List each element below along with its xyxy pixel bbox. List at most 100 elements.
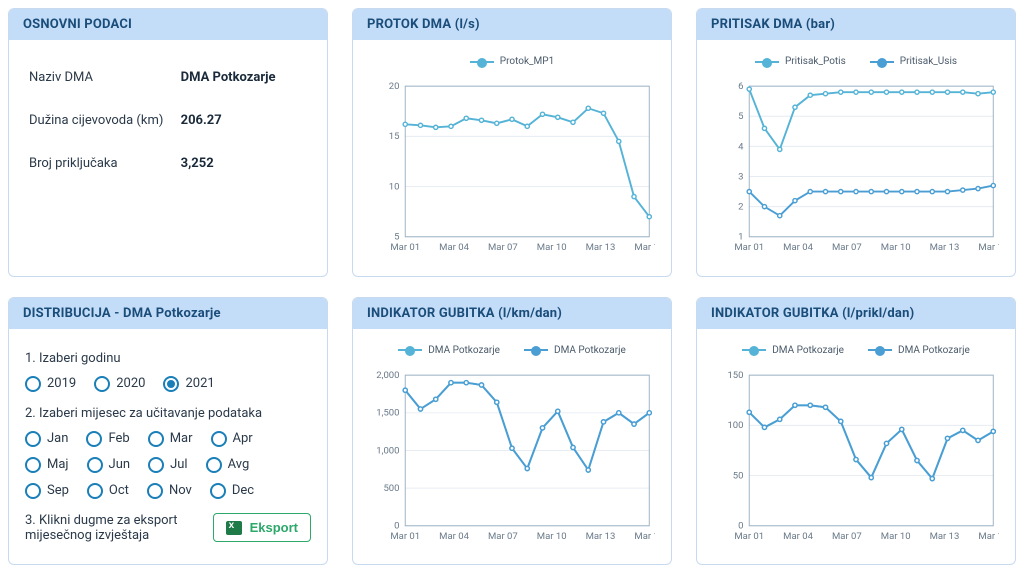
svg-text:Mar 16: Mar 16 bbox=[978, 531, 999, 542]
svg-text:Mar 07: Mar 07 bbox=[488, 242, 518, 253]
svg-text:Mar 10: Mar 10 bbox=[881, 531, 911, 542]
svg-text:2: 2 bbox=[738, 202, 743, 213]
radio-label: Jul bbox=[170, 457, 188, 472]
svg-text:Mar 10: Mar 10 bbox=[537, 242, 567, 253]
month-radio-feb[interactable]: Feb bbox=[86, 431, 129, 447]
chart-legend: DMA PotkozarjeDMA Potkozarje bbox=[713, 345, 999, 356]
export-button[interactable]: Eksport bbox=[213, 513, 311, 542]
radio-icon bbox=[25, 376, 41, 392]
svg-text:Mar 16: Mar 16 bbox=[634, 531, 655, 542]
kv-label: Naziv DMA bbox=[29, 70, 181, 85]
legend-label: DMA Potkozarje bbox=[428, 345, 500, 356]
chart-gubitak-km: DMA PotkozarjeDMA Potkozarje05001,0001,5… bbox=[353, 329, 671, 565]
step3-label: 3. Klikni dugme za eksport mijesečnog iz… bbox=[25, 513, 201, 543]
radio-icon bbox=[86, 431, 102, 447]
radio-icon bbox=[163, 376, 179, 392]
kv-value: 3,252 bbox=[181, 156, 307, 171]
svg-text:100: 100 bbox=[727, 420, 743, 431]
chart-pritisak: Pritisak_PotisPritisak_Usis123456Mar 01M… bbox=[697, 40, 1015, 276]
svg-text:5: 5 bbox=[738, 111, 743, 122]
legend-swatch-icon bbox=[742, 349, 766, 351]
svg-text:6: 6 bbox=[738, 81, 743, 92]
legend-label: DMA Potkozarje bbox=[554, 345, 626, 356]
chart-svg: 05001,0001,5002,000Mar 01Mar 04Mar 07Mar… bbox=[369, 358, 655, 549]
svg-text:Mar 04: Mar 04 bbox=[439, 531, 469, 542]
panel-title-distribution: DISTRIBUCIJA - DMA Potkozarje bbox=[9, 298, 327, 329]
kv-row: Naziv DMADMA Potkozarje bbox=[25, 56, 311, 99]
svg-text:10: 10 bbox=[389, 181, 400, 192]
radio-icon bbox=[94, 376, 110, 392]
chart-series-line bbox=[749, 89, 993, 149]
panel-protok: PROTOK DMA (l/s) Protok_MP15101520Mar 01… bbox=[352, 8, 672, 277]
chart-legend: Protok_MP1 bbox=[369, 56, 655, 67]
legend-item: DMA Potkozarje bbox=[868, 345, 970, 356]
legend-swatch-icon bbox=[524, 349, 548, 351]
svg-text:Mar 01: Mar 01 bbox=[390, 242, 420, 253]
year-radio-2019[interactable]: 2019 bbox=[25, 376, 76, 392]
kv-label: Broj priključaka bbox=[29, 156, 181, 171]
month-radio-mar[interactable]: Mar bbox=[148, 431, 193, 447]
chart-series-line bbox=[749, 405, 993, 478]
svg-text:4: 4 bbox=[738, 141, 744, 152]
year-radio-2021[interactable]: 2021 bbox=[163, 376, 214, 392]
month-radio-nov[interactable]: Nov bbox=[147, 483, 192, 499]
radio-icon bbox=[87, 457, 103, 473]
dashboard-grid: OSNOVNI PODACI Naziv DMADMA PotkozarjeDu… bbox=[8, 8, 1016, 565]
radio-label: Maj bbox=[47, 457, 69, 472]
month-radio-oct[interactable]: Oct bbox=[87, 483, 129, 499]
radio-label: 2019 bbox=[47, 376, 76, 391]
excel-icon bbox=[226, 521, 242, 535]
chart-series-line bbox=[405, 382, 649, 469]
svg-text:Mar 16: Mar 16 bbox=[978, 242, 999, 253]
kv-row: Broj priključaka3,252 bbox=[25, 142, 311, 185]
year-radio-2020[interactable]: 2020 bbox=[94, 376, 145, 392]
svg-text:5: 5 bbox=[394, 232, 399, 243]
svg-text:Mar 13: Mar 13 bbox=[930, 531, 960, 542]
svg-text:1,500: 1,500 bbox=[376, 407, 399, 418]
svg-text:Mar 16: Mar 16 bbox=[634, 242, 655, 253]
legend-item: Pritisak_Potis bbox=[755, 56, 846, 67]
panel-title-pritisak: PRITISAK DMA (bar) bbox=[697, 9, 1015, 40]
legend-item: Protok_MP1 bbox=[470, 56, 554, 67]
panel-body-basic: Naziv DMADMA PotkozarjeDužina cijevovoda… bbox=[9, 40, 327, 276]
radio-label: Mar bbox=[170, 431, 193, 446]
step2-label: 2. Izaberi mijesec za učitavanje podatak… bbox=[25, 406, 311, 421]
chart-legend: Pritisak_PotisPritisak_Usis bbox=[713, 56, 999, 67]
chart-svg: 050100150Mar 01Mar 04Mar 07Mar 10Mar 13M… bbox=[713, 358, 999, 549]
kv-row: Dužina cijevovoda (km)206.27 bbox=[25, 99, 311, 142]
chart-series-line bbox=[405, 382, 649, 469]
svg-text:Mar 01: Mar 01 bbox=[734, 531, 764, 542]
svg-text:Mar 04: Mar 04 bbox=[783, 531, 813, 542]
svg-text:Mar 13: Mar 13 bbox=[586, 242, 616, 253]
legend-item: DMA Potkozarje bbox=[398, 345, 500, 356]
radio-label: 2021 bbox=[185, 376, 214, 391]
legend-swatch-icon bbox=[868, 349, 892, 351]
month-radio-jun[interactable]: Jun bbox=[87, 457, 131, 473]
svg-text:1,000: 1,000 bbox=[376, 445, 399, 456]
panel-gubitak-km: INDIKATOR GUBITKA (l/km/dan) DMA Potkoza… bbox=[352, 297, 672, 566]
panel-basic-data: OSNOVNI PODACI Naziv DMADMA PotkozarjeDu… bbox=[8, 8, 328, 277]
month-radio-maj[interactable]: Maj bbox=[25, 457, 69, 473]
chart-series-line bbox=[749, 405, 993, 478]
svg-text:20: 20 bbox=[389, 81, 400, 92]
svg-text:3: 3 bbox=[738, 171, 743, 182]
svg-text:2,000: 2,000 bbox=[376, 370, 399, 381]
svg-text:500: 500 bbox=[383, 483, 399, 494]
svg-text:Mar 13: Mar 13 bbox=[930, 242, 960, 253]
svg-text:50: 50 bbox=[733, 470, 744, 481]
radio-label: Jun bbox=[109, 457, 131, 472]
radio-icon bbox=[148, 457, 164, 473]
legend-swatch-icon bbox=[870, 61, 894, 63]
month-radio-jan[interactable]: Jan bbox=[25, 431, 68, 447]
month-radio-apr[interactable]: Apr bbox=[211, 431, 253, 447]
radio-icon bbox=[87, 483, 103, 499]
panel-gubitak-prikl: INDIKATOR GUBITKA (l/prikl/dan) DMA Potk… bbox=[696, 297, 1016, 566]
radio-icon bbox=[210, 483, 226, 499]
month-radio-dec[interactable]: Dec bbox=[210, 483, 254, 499]
month-radio-jul[interactable]: Jul bbox=[148, 457, 188, 473]
month-radio-sep[interactable]: Sep bbox=[25, 483, 69, 499]
svg-text:Mar 07: Mar 07 bbox=[832, 242, 862, 253]
radio-label: Apr bbox=[233, 431, 253, 446]
month-radio-avg[interactable]: Avg bbox=[206, 457, 250, 473]
panel-title-gubitak-prikl: INDIKATOR GUBITKA (l/prikl/dan) bbox=[697, 298, 1015, 329]
